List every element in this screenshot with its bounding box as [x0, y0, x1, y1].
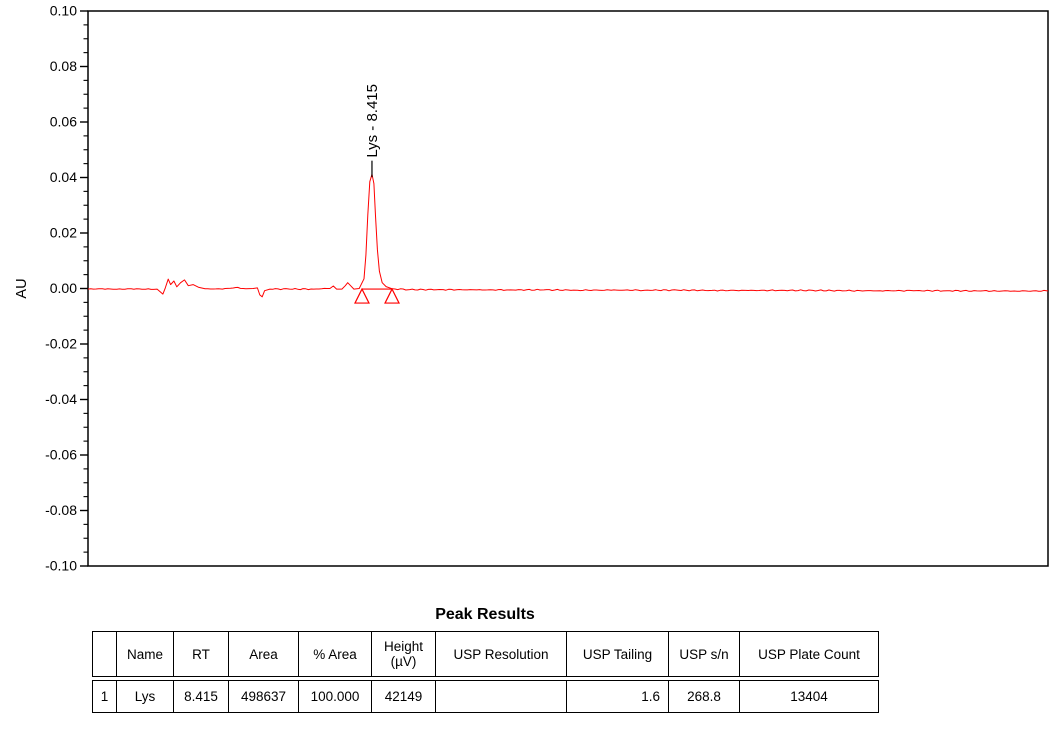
- y-tick-label: 0.06: [50, 114, 77, 130]
- header-cell: USP Resolution: [435, 632, 566, 676]
- peak-label: Lys - 8.415: [364, 84, 381, 158]
- table-cell: Lys: [116, 681, 173, 712]
- y-tick-label: 0.04: [50, 169, 77, 185]
- header-cell: Area: [228, 632, 298, 676]
- header-cell: [93, 632, 116, 676]
- y-tick-label: -0.06: [45, 447, 77, 463]
- header-cell: USP s/n: [668, 632, 739, 676]
- table-cell: 8.415: [173, 681, 228, 712]
- y-axis-labels: 0.10 0.08 0.06 0.04 0.02 0.00 -0.02 -0.04 -0.06 -…: [45, 3, 77, 574]
- chromatogram-trace: [87, 173, 1049, 298]
- y-tick-label: 0.02: [50, 225, 77, 241]
- table-cell: 42149: [371, 681, 435, 712]
- y-axis-ticks: [80, 10, 88, 567]
- peak-results-title: Peak Results: [435, 606, 535, 623]
- chromatogram-chart: 0.10 0.08 0.06 0.04 0.02 0.00 -0.02 -0.04 -0.06 -…: [14, 3, 1049, 574]
- table-cell: [435, 681, 566, 712]
- header-cell: USP Plate Count: [739, 632, 878, 676]
- peak-results-header-row: Name RT Area% Area Height (µV) USP Resolutio…: [92, 631, 879, 677]
- y-tick-label: -0.10: [45, 558, 77, 574]
- y-tick-label: 0.00: [50, 280, 77, 296]
- y-tick-label: -0.08: [45, 502, 77, 518]
- peak-results-data-row: 1 Lys 8.415 498637 100.000 42149 1.6 268.8 13404: [92, 680, 879, 713]
- header-cell: Height (µV): [371, 632, 435, 676]
- y-tick-label: 0.08: [50, 58, 77, 74]
- table-cell: 100.000: [298, 681, 371, 712]
- integration-end-marker: [384, 287, 401, 304]
- table-cell: 13404: [739, 681, 878, 712]
- y-axis-label: AU: [14, 278, 30, 298]
- y-tick-label: -0.04: [45, 391, 77, 407]
- table-cell: 498637: [228, 681, 298, 712]
- table-cell: 268.8: [668, 681, 739, 712]
- header-cell: RT: [173, 632, 228, 676]
- header-cell: USP Tailing: [566, 632, 668, 676]
- header-cell: Name: [116, 632, 173, 676]
- header-cell: % Area: [298, 632, 371, 676]
- y-tick-label: 0.10: [50, 3, 77, 19]
- table-cell: 1: [93, 681, 116, 712]
- y-tick-label: -0.02: [45, 336, 77, 352]
- table-cell: 1.6: [566, 681, 668, 712]
- integration-start-marker: [354, 287, 370, 304]
